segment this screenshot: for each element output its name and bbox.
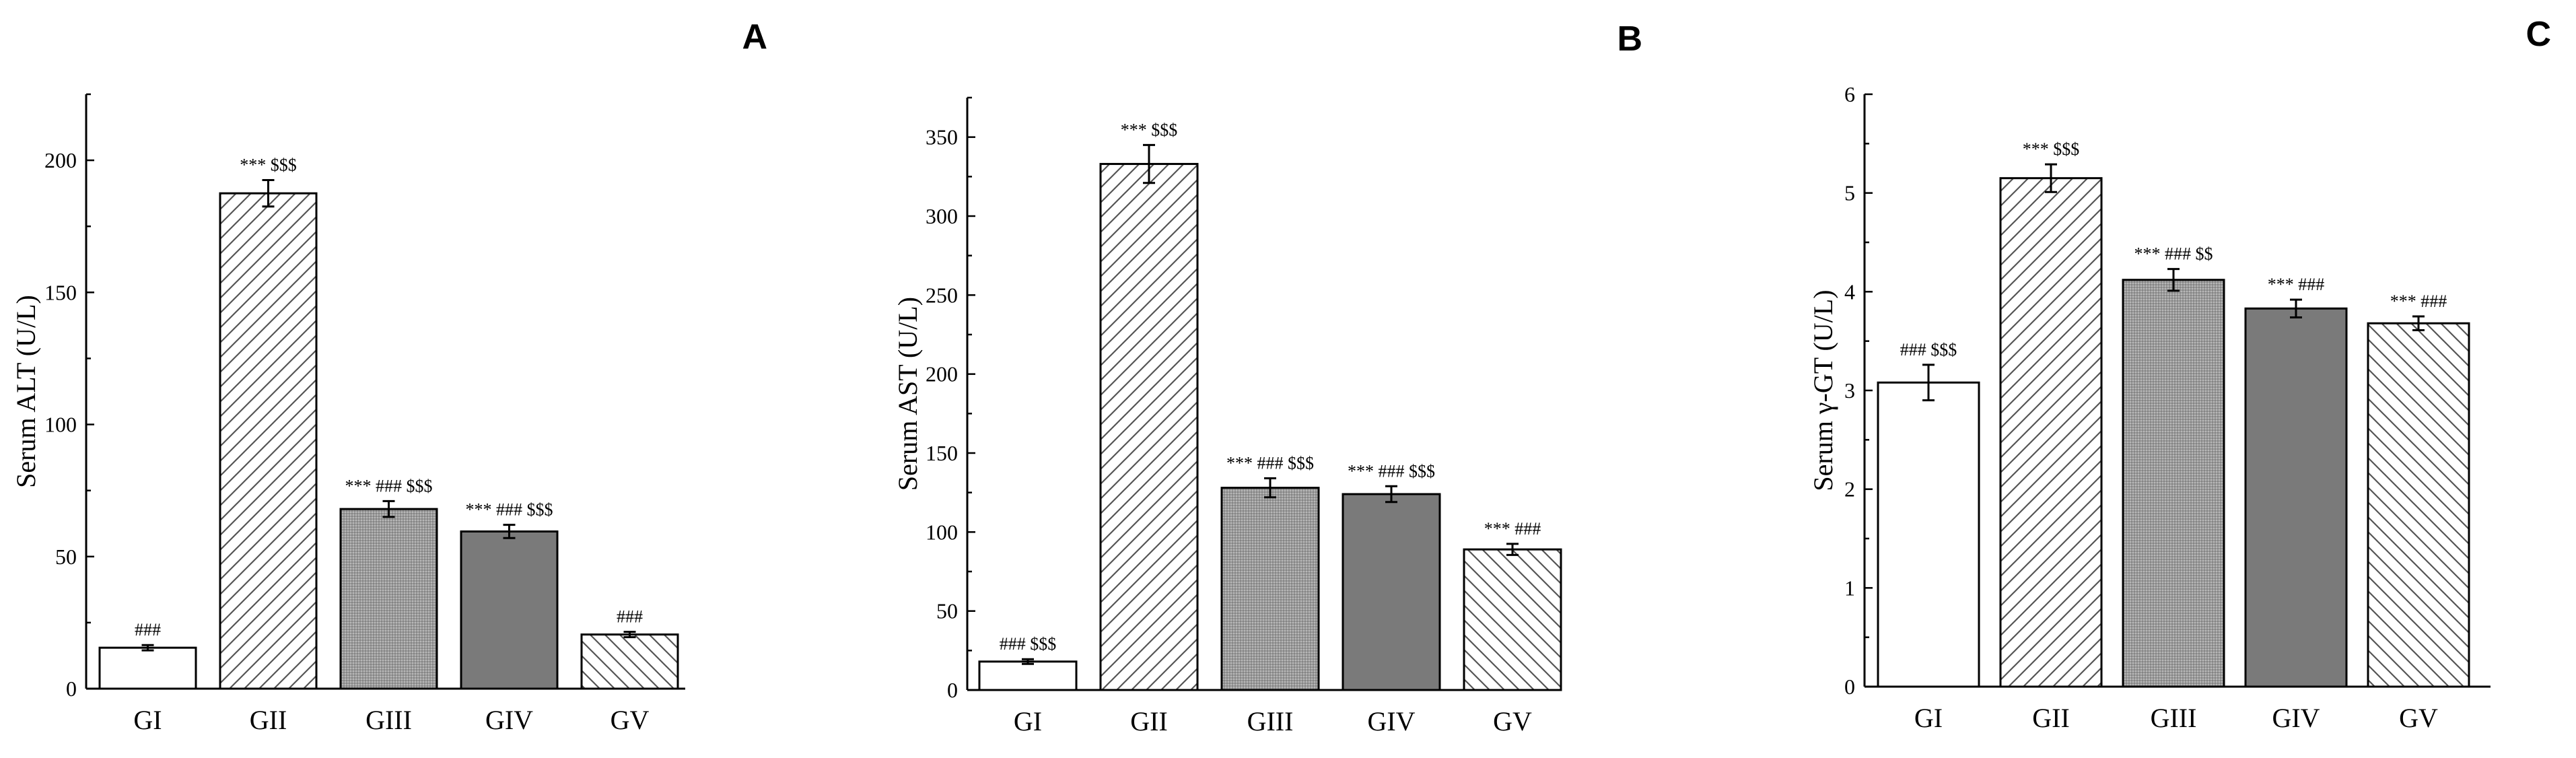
panel-b-significance-label: *** $$$ xyxy=(1121,120,1178,139)
panel-b-y-tick-label: 150 xyxy=(926,441,958,465)
panel-a-bar-gv xyxy=(580,633,679,690)
panel-c-x-tick-label: GI xyxy=(1914,703,1943,733)
panel-a-y-tick-label: 0 xyxy=(66,677,77,701)
panel-c-bar-gv xyxy=(2367,322,2470,688)
panel-c-significance-label: *** ### xyxy=(2268,275,2325,294)
panel-c-y-axis-label: Serum γ-GT (U/L) xyxy=(1808,289,1838,491)
panel-b-significance-label: ### $$$ xyxy=(1000,634,1057,654)
panel-c-error-bar-gi xyxy=(1922,364,1935,402)
panel-a-x-tick-label: GI xyxy=(133,705,162,735)
panel-b-x-tick-label: GII xyxy=(1130,706,1168,736)
panel-a-significance-label: *** $$$ xyxy=(240,156,297,175)
panel-b-significance-label: *** ### $$$ xyxy=(1226,454,1314,473)
panel-c-y-tick-label: 2 xyxy=(1844,477,1855,502)
panel-a-error-bar-gii xyxy=(262,179,275,208)
panel-c-y-tick-label: 4 xyxy=(1844,279,1855,304)
panel-c-x-tick-label: GV xyxy=(2399,703,2438,733)
panel-a-significance-label: ### xyxy=(135,620,161,640)
panel-a-error-bar-gv xyxy=(623,631,636,638)
panel-b-x-tick-label: GV xyxy=(1493,706,1532,736)
panel-a-bar-giii xyxy=(339,508,438,690)
panel-c-error-bar-gv xyxy=(2412,315,2425,332)
panel-b-y-tick-label: 50 xyxy=(936,599,958,623)
panel-b-y-axis-label: Serum AST (U/L) xyxy=(893,297,923,491)
panel-a-significance-label: ### xyxy=(617,607,643,627)
panel-a-x-tick-label: GII xyxy=(250,705,287,735)
panel-a-error-bar-giii xyxy=(382,499,395,518)
panel-c-x-tick-label: GIV xyxy=(2272,703,2320,733)
panel-c-error-bar-giii xyxy=(2167,268,2180,292)
panel-c-bar-giv xyxy=(2244,307,2348,688)
panel-c-significance-label: ### $$$ xyxy=(1900,340,1957,359)
panel-c-error-bar-giv xyxy=(2290,298,2302,318)
panel-b-error-bar-giv xyxy=(1385,485,1397,504)
panel-b-error-bar-gv xyxy=(1506,543,1519,556)
panel-b-bar-gii xyxy=(1099,163,1199,691)
panel-b-y-tick-label: 200 xyxy=(926,362,958,386)
panel-b: 0 50 100 150 200 250 300 350 Serum AST (U/L) B ###… xyxy=(893,20,1642,736)
panel-b-error-bar-giii xyxy=(1264,477,1276,499)
panel-c-y-tick-label: 3 xyxy=(1844,378,1855,403)
panel-b-x-tick-label: GIII xyxy=(1247,706,1294,736)
panel-a-letter: A xyxy=(742,18,767,57)
panel-c: 0 1 2 3 4 5 6 Serum γ-GT (U/L) C ### $$$ GI *** $$$… xyxy=(1808,15,2551,733)
panel-b-y-tick-label: 250 xyxy=(926,283,958,307)
panel-a-y-tick-label: 200 xyxy=(44,148,77,172)
panel-b-letter: B xyxy=(1617,20,1642,59)
panel-b-error-bar-gi xyxy=(1022,658,1034,665)
panel-c-significance-label: *** ### xyxy=(2390,291,2447,311)
panel-a-error-bar-gi xyxy=(141,644,154,652)
panel-b-bar-giv xyxy=(1342,493,1441,691)
panel-c-error-bar-gii xyxy=(2045,163,2057,193)
panel-b-significance-label: *** ### $$$ xyxy=(1348,461,1435,481)
panel-c-y-tick-label: 6 xyxy=(1844,82,1855,106)
panel-a-significance-label: *** ### $$$ xyxy=(345,476,433,495)
panel-b-bar-gv xyxy=(1463,548,1562,691)
panel-b-x-tick-label: GI xyxy=(1014,706,1042,736)
panel-c-significance-label: *** $$$ xyxy=(2023,139,2080,159)
panel-a-y-axis-label: Serum ALT (U/L) xyxy=(11,295,41,488)
panel-b-y-tick-label: 300 xyxy=(926,204,958,228)
panel-a-y-tick-label: 150 xyxy=(44,280,77,304)
panel-c-bar-giii xyxy=(2122,279,2225,688)
panel-b-y-tick-label: 350 xyxy=(926,125,958,149)
panel-a-bar-giv xyxy=(460,530,559,690)
panel-c-x-tick-label: GII xyxy=(2032,703,2070,733)
panel-c-bar-gii xyxy=(1999,177,2103,688)
panel-a-significance-label: *** ### $$$ xyxy=(466,500,553,520)
panel-b-bar-gi xyxy=(978,660,1078,691)
panel-b-y-tick-label: 0 xyxy=(947,678,958,702)
panel-c-y-tick-label: 5 xyxy=(1844,181,1855,205)
panel-b-y-tick-label: 100 xyxy=(926,520,958,544)
panel-a-x-tick-label: GV xyxy=(611,705,650,735)
panel-b-error-bar-gii xyxy=(1143,143,1155,184)
panel-b-bar-giii xyxy=(1220,487,1320,691)
panel-c-x-tick-label: GIII xyxy=(2151,703,2197,733)
panel-a-y-tick-label: 100 xyxy=(44,413,77,437)
panel-a-x-tick-label: GIV xyxy=(485,705,533,735)
panel-c-significance-label: *** ### $$ xyxy=(2134,244,2213,264)
panel-a-bar-gi xyxy=(98,646,197,690)
panel-c-y-tick-label: 1 xyxy=(1844,576,1855,600)
panel-c-letter: C xyxy=(2526,15,2551,54)
panel-a-bar-gii xyxy=(219,192,318,690)
panel-a-error-bar-giv xyxy=(503,524,516,539)
panel-c-y-tick-label: 0 xyxy=(1844,675,1855,699)
panel-a-y-tick-label: 50 xyxy=(55,545,77,569)
panel-b-x-tick-label: GIV xyxy=(1367,706,1415,736)
panel-b-significance-label: *** ### xyxy=(1484,519,1541,539)
panel-a: 0 50 100 150 200 Serum ALT (U/L) A ### GI *** $$$… xyxy=(11,18,767,735)
panel-c-bar-gi xyxy=(1877,381,1980,688)
panel-a-x-tick-label: GIII xyxy=(365,705,412,735)
